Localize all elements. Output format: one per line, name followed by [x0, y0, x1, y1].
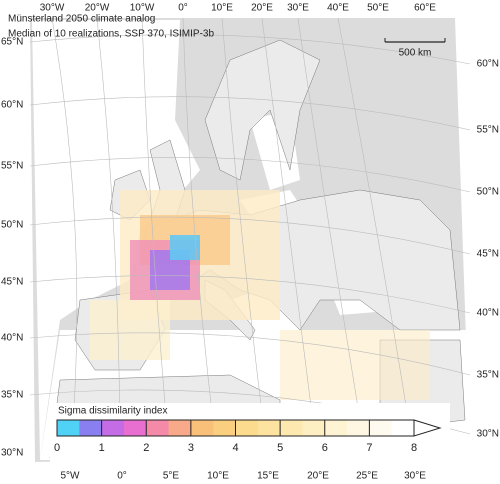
colorbar-segment — [146, 420, 170, 436]
colorbar-segment — [257, 420, 281, 436]
graticule-label: 60°E — [414, 3, 436, 14]
colorbar-segment — [391, 420, 415, 436]
graticule-label: 5°E — [163, 471, 180, 482]
colorbar-tick-label: 7 — [366, 442, 372, 454]
graticule-label: 40°E — [327, 3, 349, 14]
graticule-label: 5°W — [61, 471, 81, 482]
graticule-label: 10°W — [130, 3, 155, 14]
title: Münsterland 2050 climate analog — [8, 14, 155, 25]
colorbar-title: Sigma dissimilarity index — [58, 406, 167, 417]
graticule-label: 20°W — [85, 3, 110, 14]
colorbar-segment — [123, 420, 147, 436]
graticule-label: 60°N — [477, 59, 499, 70]
graticule-label: 40°N — [477, 308, 499, 319]
heatmap — [90, 190, 430, 400]
colorbar-segment — [324, 420, 348, 436]
graticule-label: 25°E — [356, 471, 378, 482]
graticule-label: 10°E — [211, 3, 233, 14]
graticule-label: 15°E — [257, 471, 279, 482]
graticule-label: 30°N — [1, 448, 23, 459]
graticule-label: 45°N — [477, 249, 499, 260]
colorbar-segment — [213, 420, 236, 436]
colorbar-segment — [235, 420, 259, 436]
graticule-label: 45°N — [1, 277, 23, 288]
colorbar-segment — [168, 420, 192, 436]
graticule-label: 50°N — [1, 220, 23, 231]
graticule-label: 60°N — [1, 100, 23, 111]
colorbar-segment — [79, 420, 103, 436]
colorbar-tick-label: 0 — [54, 442, 60, 454]
subtitle: Median of 10 realizations, SSP 370, ISIM… — [8, 29, 214, 40]
colorbar-segment — [57, 420, 80, 436]
graticule — [29, 17, 471, 463]
colorbar-tick-label: 2 — [143, 442, 149, 454]
colorbar-segment — [190, 420, 214, 436]
graticule-label: 55°N — [477, 125, 499, 136]
colorbar-tick-label: 3 — [188, 442, 194, 454]
graticule-label: 35°N — [1, 390, 23, 401]
graticule-label: 30°E — [287, 3, 309, 14]
colorbar-tick-label: 1 — [99, 442, 105, 454]
colorbar-segment — [347, 420, 370, 436]
graticule-label: 30°W — [40, 3, 65, 14]
graticule-label: 30°N — [477, 429, 499, 440]
graticule-label: 0° — [117, 471, 127, 482]
graticule-label: 35°N — [477, 370, 499, 381]
graticule-label: 0° — [178, 3, 188, 14]
graticule-label: 20°E — [307, 471, 329, 482]
colorbar-tick-label: 6 — [322, 442, 328, 454]
graticule-label: 50°E — [367, 3, 389, 14]
colorbar-segment — [101, 420, 125, 436]
graticule-label: 40°N — [1, 333, 23, 344]
colorbar-segment — [302, 420, 326, 436]
graticule-label: 50°N — [477, 187, 499, 198]
graticule-label: 65°N — [1, 37, 23, 48]
colorbar-segment — [280, 420, 303, 436]
colorbar-segment — [369, 420, 393, 436]
scale-bar-label: 500 km — [399, 48, 432, 59]
colorbar-tick-label: 8 — [411, 442, 417, 454]
graticule-label: 10°E — [207, 471, 229, 482]
colorbar-tick-label: 4 — [232, 442, 238, 454]
colorbar-tick-label: 5 — [277, 442, 283, 454]
graticule-label: 30°E — [404, 471, 426, 482]
graticule-label: 20°E — [251, 3, 273, 14]
graticule-label: 55°N — [1, 161, 23, 172]
